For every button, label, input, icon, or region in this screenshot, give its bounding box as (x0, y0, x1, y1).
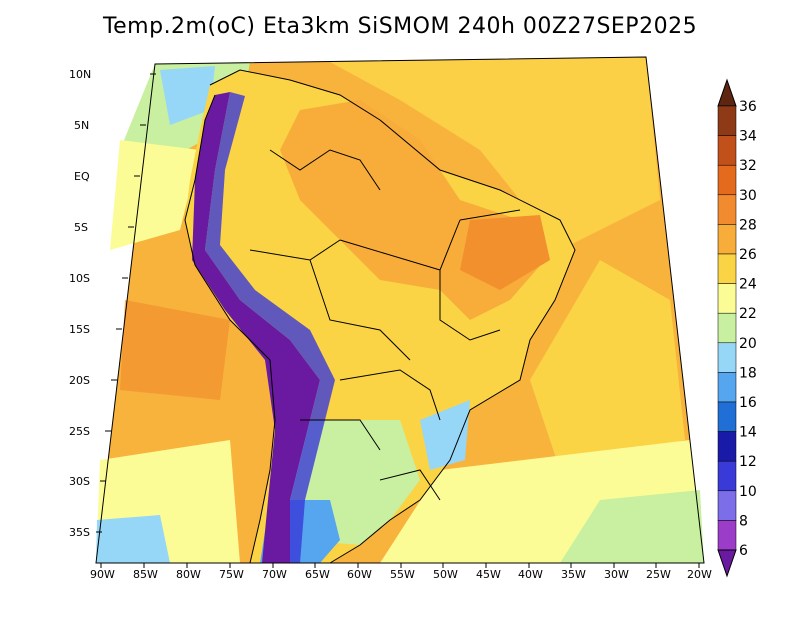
colorbar-label: 8 (739, 513, 748, 529)
lon-label: 60W (347, 568, 372, 581)
lon-label: 75W (219, 568, 244, 581)
lon-label: 45W (476, 568, 501, 581)
lon-label: 40W (518, 568, 543, 581)
colorbar-label: 6 (739, 543, 748, 559)
pacific-equator-cool (110, 140, 200, 250)
colorbar-label: 22 (739, 306, 757, 322)
colorbar-segment (717, 105, 737, 136)
longitude-axis: 90W 85W 80W 75W 70W 65W 60W 55W 50W 45W … (90, 563, 712, 581)
colorbar-label: 20 (739, 336, 757, 352)
colorbar-segment (717, 224, 737, 255)
colorbar-label: 32 (739, 158, 757, 174)
pacific-north-blue (160, 66, 215, 125)
colorbar-bottom-arrow (717, 549, 737, 578)
colorbar-segment (717, 520, 737, 551)
pacific-south-blue (96, 515, 170, 563)
map-title: Temp.2m(oC) Eta3km SiSMOM 240h 00Z27SEP2… (102, 14, 698, 39)
temperature-field (96, 57, 704, 564)
colorbar-label: 24 (739, 277, 757, 293)
colorbar-label: 12 (739, 454, 757, 470)
map-frame (95, 56, 705, 564)
lon-label: 35W (561, 568, 586, 581)
lat-label: 10N (69, 68, 91, 81)
lon-label: 65W (305, 568, 330, 581)
andes-cold (192, 92, 320, 563)
lat-label: 20S (69, 374, 90, 387)
lon-label: 30W (604, 568, 629, 581)
northeast-hot (460, 215, 550, 290)
lat-label: 10S (69, 272, 90, 285)
lon-label: 50W (433, 568, 458, 581)
tropical-ocean (330, 57, 660, 250)
colorbar-label: 18 (739, 365, 757, 381)
colorbar-segment (717, 135, 737, 166)
lon-label: 55W (390, 568, 415, 581)
colorbar-segment (717, 372, 737, 403)
colorbar-label: 28 (739, 217, 757, 233)
colorbar-segment (717, 164, 737, 196)
lon-label: 80W (176, 568, 201, 581)
colorbar-label: 34 (739, 129, 757, 145)
colorbar-segment (717, 401, 737, 432)
colorbar-segment (717, 253, 737, 284)
lon-label: 25W (646, 568, 671, 581)
colorbar-segment (717, 490, 737, 521)
lon-label: 20W (687, 568, 712, 581)
pacific-warm-patch (120, 300, 230, 400)
southeast-coast-cool (420, 400, 470, 470)
lat-label: 25S (69, 425, 90, 438)
colorbar: 36 34 32 30 28 26 24 22 20 18 16 14 12 10 8 6 (717, 78, 757, 578)
lat-label: 15S (69, 323, 90, 336)
lat-label: 5N (74, 119, 89, 132)
latitude-axis: 10N 5N EQ 5S 10S 15S 20S 25S 30S 35S (69, 68, 156, 539)
colorbar-label: 36 (739, 99, 757, 115)
lat-label: EQ (74, 170, 90, 183)
colorbar-segment (717, 194, 737, 225)
colorbar-label: 16 (739, 395, 757, 411)
lat-label: 5S (74, 221, 88, 234)
lat-label: 30S (69, 475, 90, 488)
colorbar-segment (717, 460, 737, 492)
country-borders (184, 69, 576, 564)
lon-label: 85W (133, 568, 158, 581)
colorbar-label: 10 (739, 484, 757, 500)
lon-label: 70W (262, 568, 287, 581)
colorbar-segment (717, 431, 737, 462)
atlantic-band (530, 260, 685, 470)
lon-label: 90W (90, 568, 115, 581)
south-atlantic-cooler (560, 490, 704, 563)
colorbar-top-arrow (717, 78, 737, 107)
colorbar-label: 30 (739, 188, 757, 204)
colorbar-label: 26 (739, 247, 757, 263)
lat-label: 35S (69, 526, 90, 539)
colorbar-label: 14 (739, 425, 757, 441)
colorbar-segment (717, 342, 737, 373)
colorbar-segment (717, 312, 737, 344)
colorbar-segment (717, 283, 737, 314)
